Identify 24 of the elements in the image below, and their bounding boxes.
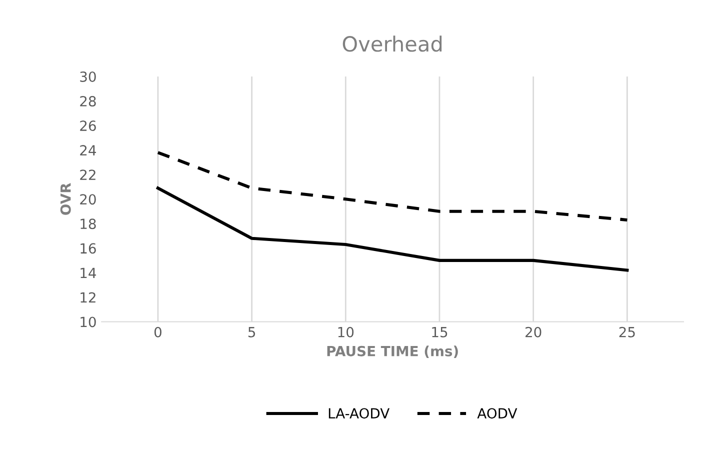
x-tick-label: 0: [154, 326, 162, 338]
y-tick-label: 14: [80, 268, 96, 278]
y-axis-title: OVR: [60, 182, 71, 215]
y-tick-label: 22: [80, 170, 96, 180]
x-tick-label: 20: [526, 326, 542, 338]
x-tick-label: 5: [248, 327, 255, 338]
x-tick-label: 15: [432, 327, 448, 338]
chart-title: Overhead: [342, 36, 442, 52]
y-tick-label: 28: [80, 96, 96, 106]
y-tick-label: 16: [80, 243, 96, 254]
x-tick-label: 10: [338, 326, 354, 338]
x-tick-label: 25: [619, 326, 635, 338]
y-tick-label: 10: [80, 316, 96, 328]
y-tick-label: 30: [80, 71, 96, 82]
y-tick-label: 12: [80, 292, 96, 302]
legend-label: AODV: [477, 408, 518, 419]
line-series: [156, 151, 629, 222]
y-tick-label: 26: [80, 120, 96, 132]
y-tick-label: 18: [80, 218, 96, 230]
y-tick-label: 20: [80, 194, 96, 205]
legend-label: LA-AODV: [328, 408, 390, 419]
x-axis-title: PAUSE TIME (ms): [327, 346, 458, 358]
line-series: [156, 186, 629, 272]
y-tick-label: 24: [80, 145, 96, 156]
